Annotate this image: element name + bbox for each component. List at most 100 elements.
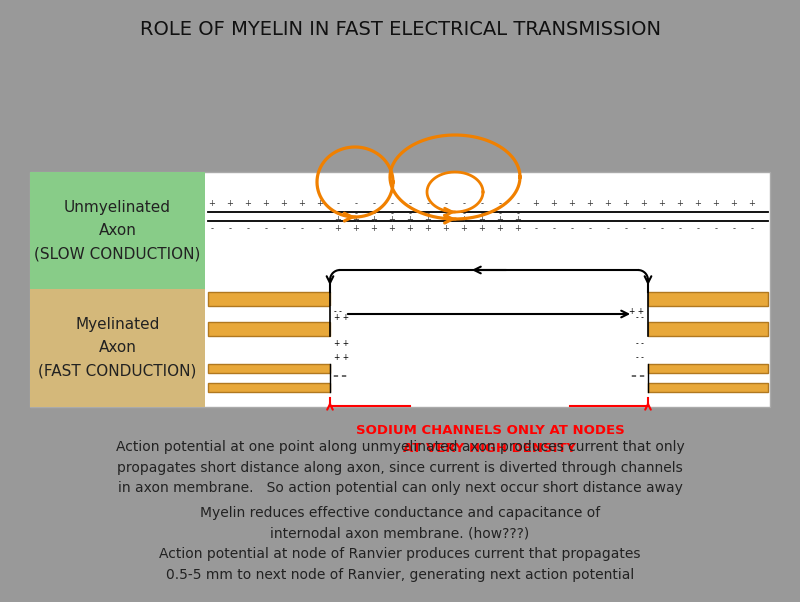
Text: = =: = = — [333, 373, 347, 379]
Text: ROLE OF MYELIN IN FAST ELECTRICAL TRANSMISSION: ROLE OF MYELIN IN FAST ELECTRICAL TRANSM… — [139, 20, 661, 39]
Text: = =: = = — [631, 373, 645, 379]
Text: + +: + + — [334, 312, 349, 321]
Text: +: + — [334, 224, 342, 233]
Text: +: + — [389, 215, 395, 224]
Text: +: + — [461, 224, 467, 233]
Bar — [648, 383, 768, 392]
Text: +: + — [694, 199, 702, 208]
Text: +: + — [370, 224, 378, 233]
Text: Myelinated
Axon
(FAST CONDUCTION): Myelinated Axon (FAST CONDUCTION) — [38, 317, 197, 379]
Text: -: - — [409, 199, 411, 208]
Text: -: - — [481, 209, 483, 218]
Text: -: - — [373, 209, 375, 218]
Text: +: + — [622, 199, 630, 208]
Text: -: - — [606, 224, 610, 233]
Text: +: + — [425, 215, 431, 224]
Text: -: - — [733, 224, 735, 233]
Text: +: + — [713, 199, 719, 208]
Text: Myelin reduces effective conductance and capacitance of
internodal axon membrane: Myelin reduces effective conductance and… — [159, 506, 641, 582]
Text: -: - — [498, 199, 502, 208]
Text: -: - — [426, 209, 430, 218]
Bar — [648, 364, 768, 373]
Text: +: + — [677, 199, 683, 208]
Text: +: + — [262, 199, 270, 208]
Text: -: - — [697, 224, 699, 233]
Text: -: - — [462, 209, 466, 218]
Text: -: - — [661, 224, 663, 233]
Text: +: + — [353, 224, 359, 233]
Text: -: - — [750, 224, 754, 233]
Text: +: + — [389, 224, 395, 233]
Bar — [648, 322, 768, 336]
Text: +: + — [514, 224, 522, 233]
Text: -: - — [517, 199, 519, 208]
Text: +: + — [605, 199, 611, 208]
Bar — [208, 364, 330, 373]
Text: -: - — [481, 199, 483, 208]
Text: -: - — [282, 224, 286, 233]
Text: +: + — [550, 199, 558, 208]
Text: +: + — [749, 199, 755, 208]
Text: -: - — [570, 224, 574, 233]
Bar — [330, 306, 648, 322]
Text: +: + — [461, 215, 467, 224]
Text: +: + — [425, 224, 431, 233]
Text: + +: + + — [334, 339, 349, 348]
Text: +: + — [478, 215, 486, 224]
Text: +: + — [209, 199, 215, 208]
Bar — [208, 322, 330, 336]
Text: Unmyelinated
Axon
(SLOW CONDUCTION): Unmyelinated Axon (SLOW CONDUCTION) — [34, 200, 201, 261]
Text: -: - — [337, 209, 339, 218]
Text: +: + — [442, 224, 450, 233]
Bar — [208, 292, 330, 306]
Text: -: - — [553, 224, 555, 233]
Text: -: - — [642, 224, 646, 233]
Text: -: - — [301, 224, 303, 233]
Text: -: - — [265, 224, 267, 233]
Text: -: - — [390, 199, 394, 208]
Text: - -: - - — [636, 339, 644, 348]
Text: +: + — [641, 199, 647, 208]
Text: +: + — [730, 199, 738, 208]
Text: -: - — [337, 199, 339, 208]
Text: -: - — [210, 224, 214, 233]
Text: +: + — [406, 224, 414, 233]
Text: -: - — [534, 224, 538, 233]
Text: -: - — [229, 224, 231, 233]
Bar — [30, 289, 205, 407]
Text: +: + — [478, 224, 486, 233]
Text: SODIUM CHANNELS ONLY AT NODES
AT VERY HIGH DENSITY: SODIUM CHANNELS ONLY AT NODES AT VERY HI… — [356, 424, 624, 455]
Text: -: - — [354, 209, 358, 218]
Text: -: - — [246, 224, 250, 233]
Text: +: + — [586, 199, 594, 208]
Text: +: + — [497, 224, 503, 233]
Bar — [208, 383, 330, 392]
Text: +: + — [281, 199, 287, 208]
Text: -: - — [354, 199, 358, 208]
Text: + +: + + — [629, 306, 644, 315]
Text: +: + — [533, 199, 539, 208]
Text: -: - — [445, 199, 447, 208]
Text: +: + — [406, 215, 414, 224]
Text: -: - — [409, 209, 411, 218]
Text: -: - — [714, 224, 718, 233]
Bar — [30, 172, 205, 289]
Text: +: + — [569, 199, 575, 208]
Text: -: - — [589, 224, 591, 233]
Text: + +: + + — [334, 353, 349, 362]
Text: +: + — [442, 215, 450, 224]
Text: Action potential at one point along unmyelinated axon produces current that only: Action potential at one point along unmy… — [116, 440, 684, 495]
Text: -: - — [318, 224, 322, 233]
Bar — [30, 172, 770, 407]
Text: +: + — [370, 215, 378, 224]
Bar — [648, 292, 768, 306]
Text: +: + — [497, 215, 503, 224]
Text: -: - — [517, 209, 519, 218]
Text: - -: - - — [636, 353, 644, 362]
Text: +: + — [658, 199, 666, 208]
Text: -: - — [498, 209, 502, 218]
Text: +: + — [353, 215, 359, 224]
Text: - -: - - — [334, 306, 342, 315]
Text: - -: - - — [636, 312, 644, 321]
Text: -: - — [625, 224, 627, 233]
